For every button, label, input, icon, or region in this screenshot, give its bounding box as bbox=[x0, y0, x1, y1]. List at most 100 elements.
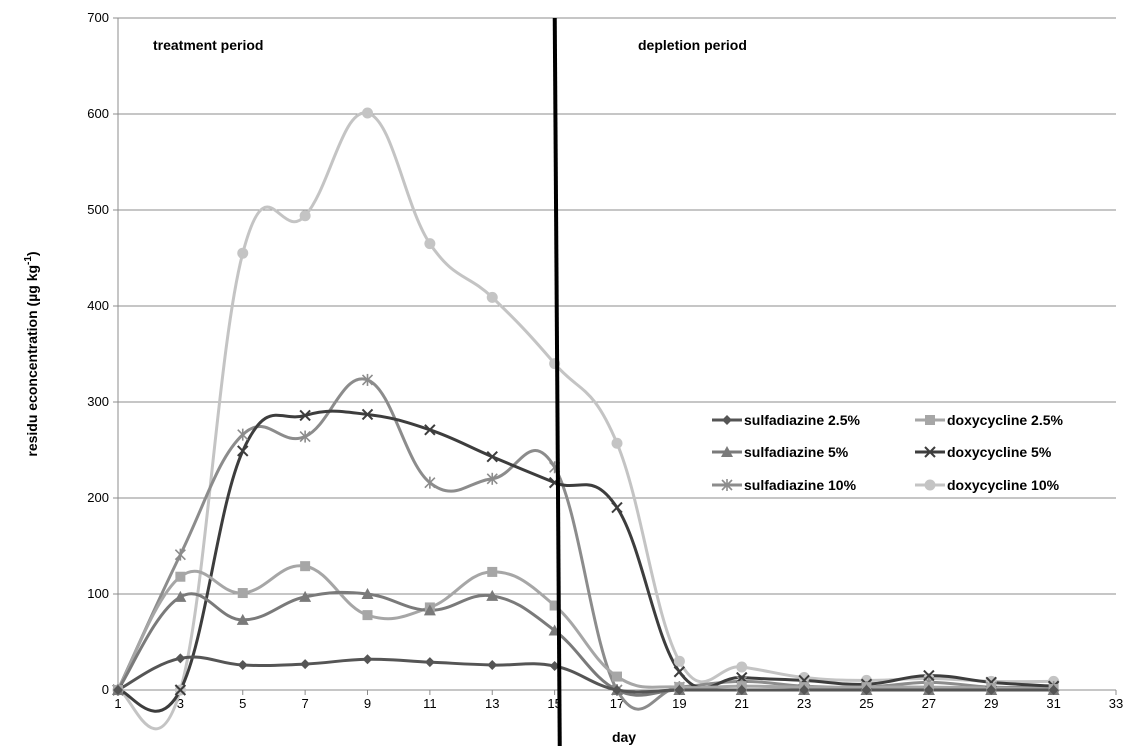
x-tick-label-11: 11 bbox=[423, 696, 437, 711]
legend: sulfadiazine 2.5% doxycycline 2.5% sulfadi… bbox=[712, 412, 1064, 493]
x-tick-label-33: 33 bbox=[1109, 696, 1123, 711]
series-3-point-3 bbox=[299, 409, 311, 422]
series-0-point-15 bbox=[1048, 685, 1059, 695]
series-0-point-10 bbox=[736, 685, 747, 695]
series-3-point-1 bbox=[174, 684, 187, 696]
annotation-treatment-period: treatment period bbox=[153, 37, 263, 53]
series-5-point-2 bbox=[237, 247, 249, 259]
series-3-point-8 bbox=[611, 501, 623, 514]
series-0-point-14 bbox=[986, 685, 997, 695]
x-tick-label-21: 21 bbox=[735, 696, 749, 711]
legend-label-0: sulfadiazine 2.5% bbox=[744, 412, 860, 428]
series-3-point-6 bbox=[486, 451, 498, 463]
series-line-0 bbox=[117, 655, 1054, 694]
series-3-point-2 bbox=[237, 445, 249, 457]
legend-label-3: doxycycline 5% bbox=[947, 444, 1052, 460]
series-3-point-13 bbox=[923, 669, 935, 682]
series-0-point-13 bbox=[923, 685, 934, 695]
legend-marker-3 bbox=[924, 446, 936, 458]
series-3-point-4 bbox=[361, 408, 374, 421]
y-axis-title-superscript: -1 bbox=[23, 256, 34, 265]
series-1-point-4 bbox=[362, 610, 373, 621]
x-tick-label-29: 29 bbox=[984, 696, 998, 711]
y-tick-label-100: 100 bbox=[87, 586, 109, 601]
x-tick-label-3: 3 bbox=[177, 696, 184, 711]
series-line-5 bbox=[117, 111, 1054, 731]
legend-label-2: sulfadiazine 5% bbox=[744, 444, 849, 460]
series-1-point-7 bbox=[549, 600, 560, 611]
series-0-point-1 bbox=[175, 653, 186, 664]
series-0-point-5 bbox=[424, 657, 435, 668]
y-tick-label-700: 700 bbox=[87, 10, 109, 25]
series-4-point-4 bbox=[361, 373, 374, 386]
series-4-point-6 bbox=[486, 472, 498, 485]
y-axis-title: residu econcentration (µg kg-1) bbox=[23, 251, 40, 456]
series-4-point-3 bbox=[299, 430, 311, 443]
legend-marker-0 bbox=[722, 415, 732, 425]
x-tick-label-9: 9 bbox=[364, 696, 371, 711]
legend-label-1: doxycycline 2.5% bbox=[947, 412, 1064, 428]
x-tick-label-1: 1 bbox=[114, 696, 121, 711]
series-5-point-8 bbox=[611, 437, 623, 449]
series-4-point-2 bbox=[237, 428, 249, 441]
x-tick-label-5: 5 bbox=[239, 696, 246, 711]
divider-line bbox=[552, 17, 562, 747]
series-0-point-7 bbox=[549, 661, 560, 671]
series-1-point-1 bbox=[175, 571, 186, 582]
series-1-point-8 bbox=[612, 671, 622, 682]
series-3-point-5 bbox=[424, 424, 436, 436]
series-0-point-9 bbox=[674, 685, 685, 695]
series-0-point-12 bbox=[861, 685, 872, 695]
x-tick-label-27: 27 bbox=[922, 696, 936, 711]
legend-label-4: sulfadiazine 10% bbox=[744, 477, 857, 493]
legend-marker-4 bbox=[721, 479, 733, 491]
series-5-point-3 bbox=[299, 210, 311, 222]
series-2-point-4 bbox=[361, 588, 374, 599]
series-0-point-0 bbox=[113, 685, 123, 695]
series-4-point-1 bbox=[174, 548, 186, 561]
series-3-point-9 bbox=[673, 666, 686, 678]
series-5-point-9 bbox=[673, 655, 685, 667]
series-layer bbox=[112, 107, 1060, 731]
x-axis-title: day bbox=[612, 729, 636, 745]
series-2-point-6 bbox=[486, 589, 499, 601]
series-0-point-2 bbox=[237, 660, 248, 671]
y-tick-label-0: 0 bbox=[102, 682, 109, 697]
series-3-point-10 bbox=[736, 671, 748, 684]
y-tick-label-300: 300 bbox=[87, 394, 109, 409]
period-divider bbox=[552, 17, 562, 747]
series-2-point-1 bbox=[174, 590, 187, 602]
y-tick-label-600: 600 bbox=[87, 106, 109, 121]
x-tick-label-25: 25 bbox=[859, 696, 873, 711]
series-0-point-8 bbox=[612, 685, 622, 695]
y-tick-label-400: 400 bbox=[87, 298, 109, 313]
legend-marker-2 bbox=[721, 446, 733, 457]
y-tick-label-500: 500 bbox=[87, 202, 109, 217]
x-tick-label-13: 13 bbox=[485, 696, 499, 711]
series-0-point-4 bbox=[362, 654, 373, 665]
series-5-point-6 bbox=[486, 291, 498, 303]
series-0-point-6 bbox=[487, 660, 498, 671]
legend-marker-5 bbox=[924, 479, 936, 491]
x-tick-label-17: 17 bbox=[610, 696, 624, 711]
y-axis-title-suffix: ) bbox=[24, 251, 40, 256]
series-1-point-6 bbox=[487, 566, 498, 577]
series-4-point-5 bbox=[424, 476, 436, 489]
series-0-point-3 bbox=[300, 659, 311, 670]
annotation-depletion-period: depletion period bbox=[638, 37, 747, 53]
x-tick-label-31: 31 bbox=[1046, 696, 1060, 711]
legend-marker-1 bbox=[925, 415, 935, 425]
series-1-point-2 bbox=[237, 588, 248, 599]
series-5-point-4 bbox=[362, 107, 373, 119]
series-1-point-3 bbox=[300, 561, 311, 572]
legend-label-5: doxycycline 10% bbox=[947, 477, 1060, 493]
tick-labels: 1 3 5 7 9 11 13 15 17 19 21 23 25 27 29 31 3301002003004… bbox=[87, 10, 1123, 711]
x-tick-label-23: 23 bbox=[797, 696, 811, 711]
y-axis-title-main: residu econcentration (µg kg bbox=[24, 265, 40, 457]
gridlines bbox=[118, 17, 1116, 595]
series-2-point-5 bbox=[423, 604, 436, 616]
series-5-point-11 bbox=[798, 672, 810, 684]
series-0-point-11 bbox=[799, 685, 810, 695]
series-2-point-2 bbox=[236, 613, 249, 625]
